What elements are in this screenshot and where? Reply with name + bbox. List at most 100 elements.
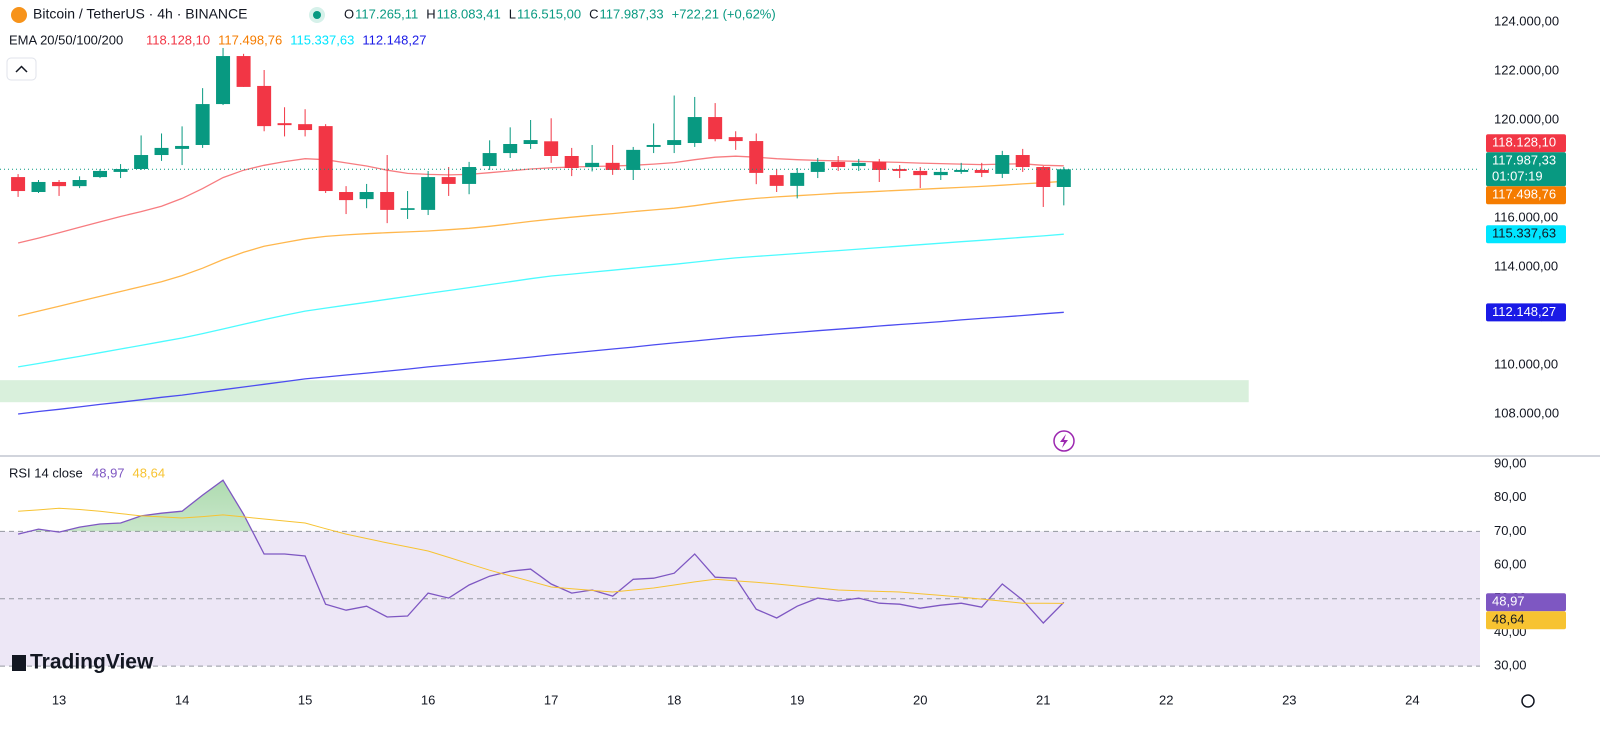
collapse-button[interactable] [6, 57, 37, 81]
candle-body [72, 180, 87, 187]
candle-body [708, 117, 723, 140]
candle-body [257, 85, 272, 127]
candle-body [933, 171, 948, 176]
indicator-label: EMA 20/50/100/200 [9, 32, 123, 47]
price-badge [1486, 225, 1566, 244]
rsi-legend-value: 48,97 [92, 465, 125, 480]
support-zone [0, 380, 1249, 403]
candle-body [441, 177, 456, 184]
candle-body [236, 56, 251, 87]
x-tick-label: 23 [1282, 692, 1296, 707]
candle-body [482, 153, 497, 167]
badge-label: 48,64 [1492, 612, 1525, 627]
candle-body [195, 104, 210, 145]
candle-body [175, 145, 190, 149]
y-tick-label: 110.000,00 [1494, 356, 1558, 371]
y-tick-label: 122.000,00 [1494, 62, 1559, 77]
badge-label: 115.337,63 [1492, 226, 1556, 241]
candle-body [544, 141, 559, 157]
candle-body [585, 162, 600, 168]
ohlc-key: O [344, 6, 354, 21]
rsi-overbought-fill [18, 480, 1064, 532]
candle-body [31, 181, 46, 193]
coin-icon [11, 7, 27, 23]
rsi-legend-value: 48,64 [133, 465, 166, 480]
x-tick-label: 16 [421, 692, 435, 707]
ema-legend-value: 112.148,27 [362, 32, 426, 47]
candle-body [790, 172, 805, 186]
badge-label: 48,97 [1492, 594, 1525, 609]
x-tick-label: 18 [667, 692, 681, 707]
x-tick-label: 14 [175, 692, 189, 707]
candle-body [277, 123, 292, 126]
symbol-title: Bitcoin / TetherUS · 4h · BINANCE [33, 6, 247, 22]
settings-icon[interactable] [1521, 694, 1535, 708]
candle-body [154, 147, 169, 156]
y-tick-label: 30,00 [1494, 658, 1527, 673]
candle-body [216, 56, 231, 105]
y-tick-label: 114.000,00 [1494, 258, 1558, 273]
chevron-icon [15, 65, 28, 73]
candle-body [728, 137, 743, 142]
candle-body [359, 192, 374, 200]
candle-body [318, 126, 333, 192]
x-tick-label: 20 [913, 692, 927, 707]
candle-body [113, 168, 128, 172]
y-tick-label: 116.000,00 [1494, 209, 1558, 224]
bolt [1060, 434, 1068, 448]
status-dot-core [313, 11, 321, 19]
ohlc-key: H [426, 6, 435, 21]
candle-body [523, 140, 538, 144]
ema-line [18, 311, 1064, 415]
price-badge [1486, 611, 1566, 630]
badge-label: 118.128,10 [1492, 135, 1556, 150]
y-tick-label: 70,00 [1494, 523, 1527, 538]
rsi-line [18, 507, 1064, 604]
ohlc-value: 118.083,41 [437, 6, 501, 21]
x-tick-label: 13 [52, 692, 66, 707]
ohlc-key: L [509, 6, 516, 21]
candle-body [93, 170, 108, 178]
x-tick-label: 22 [1159, 692, 1173, 707]
candle-body [995, 155, 1010, 174]
candle-body [1015, 155, 1030, 168]
badge-label: 01:07:19 [1492, 169, 1543, 184]
candle-body [339, 192, 354, 201]
x-tick-label: 19 [790, 692, 804, 707]
x-tick-label: 21 [1036, 692, 1050, 707]
candle-body [564, 156, 579, 169]
candle-body [503, 143, 518, 154]
candle-body [462, 167, 477, 184]
badge-label: 117.498,76 [1492, 187, 1556, 202]
ema-legend-value: 117.498,76 [218, 32, 282, 47]
candle-body [11, 177, 26, 192]
ema-line [17, 180, 1064, 317]
candle-body [892, 168, 907, 171]
candle-body [298, 124, 313, 131]
badge-label: 112.148,27 [1492, 304, 1556, 319]
candle-body [687, 117, 702, 144]
y-tick-label: 108.000,00 [1494, 405, 1559, 420]
ema-line [17, 233, 1064, 368]
candle-body [421, 177, 436, 210]
x-tick-label: 17 [544, 692, 558, 707]
plot: 108.000,00110.000,00112.000,00114.000,00… [0, 13, 1566, 707]
candle-body [872, 161, 887, 170]
price-badge [1486, 186, 1566, 205]
rsi-line [17, 479, 1065, 624]
y-tick-label: 124.000,00 [1494, 13, 1559, 28]
candle-body [810, 161, 825, 172]
candle-body [831, 161, 846, 168]
ohlc-value: 116.515,00 [517, 6, 581, 21]
badge-label: 117.987,33 [1492, 153, 1556, 168]
candle-body [380, 192, 395, 210]
candle-body [851, 162, 866, 167]
change-label: +722,21 (+0,62%) [672, 6, 776, 21]
candle-body [626, 149, 641, 170]
candle-body [52, 181, 67, 187]
price-badge [1486, 593, 1566, 612]
ohlc-value: 117.265,11 [355, 6, 418, 21]
logo: TradingView [30, 651, 154, 674]
